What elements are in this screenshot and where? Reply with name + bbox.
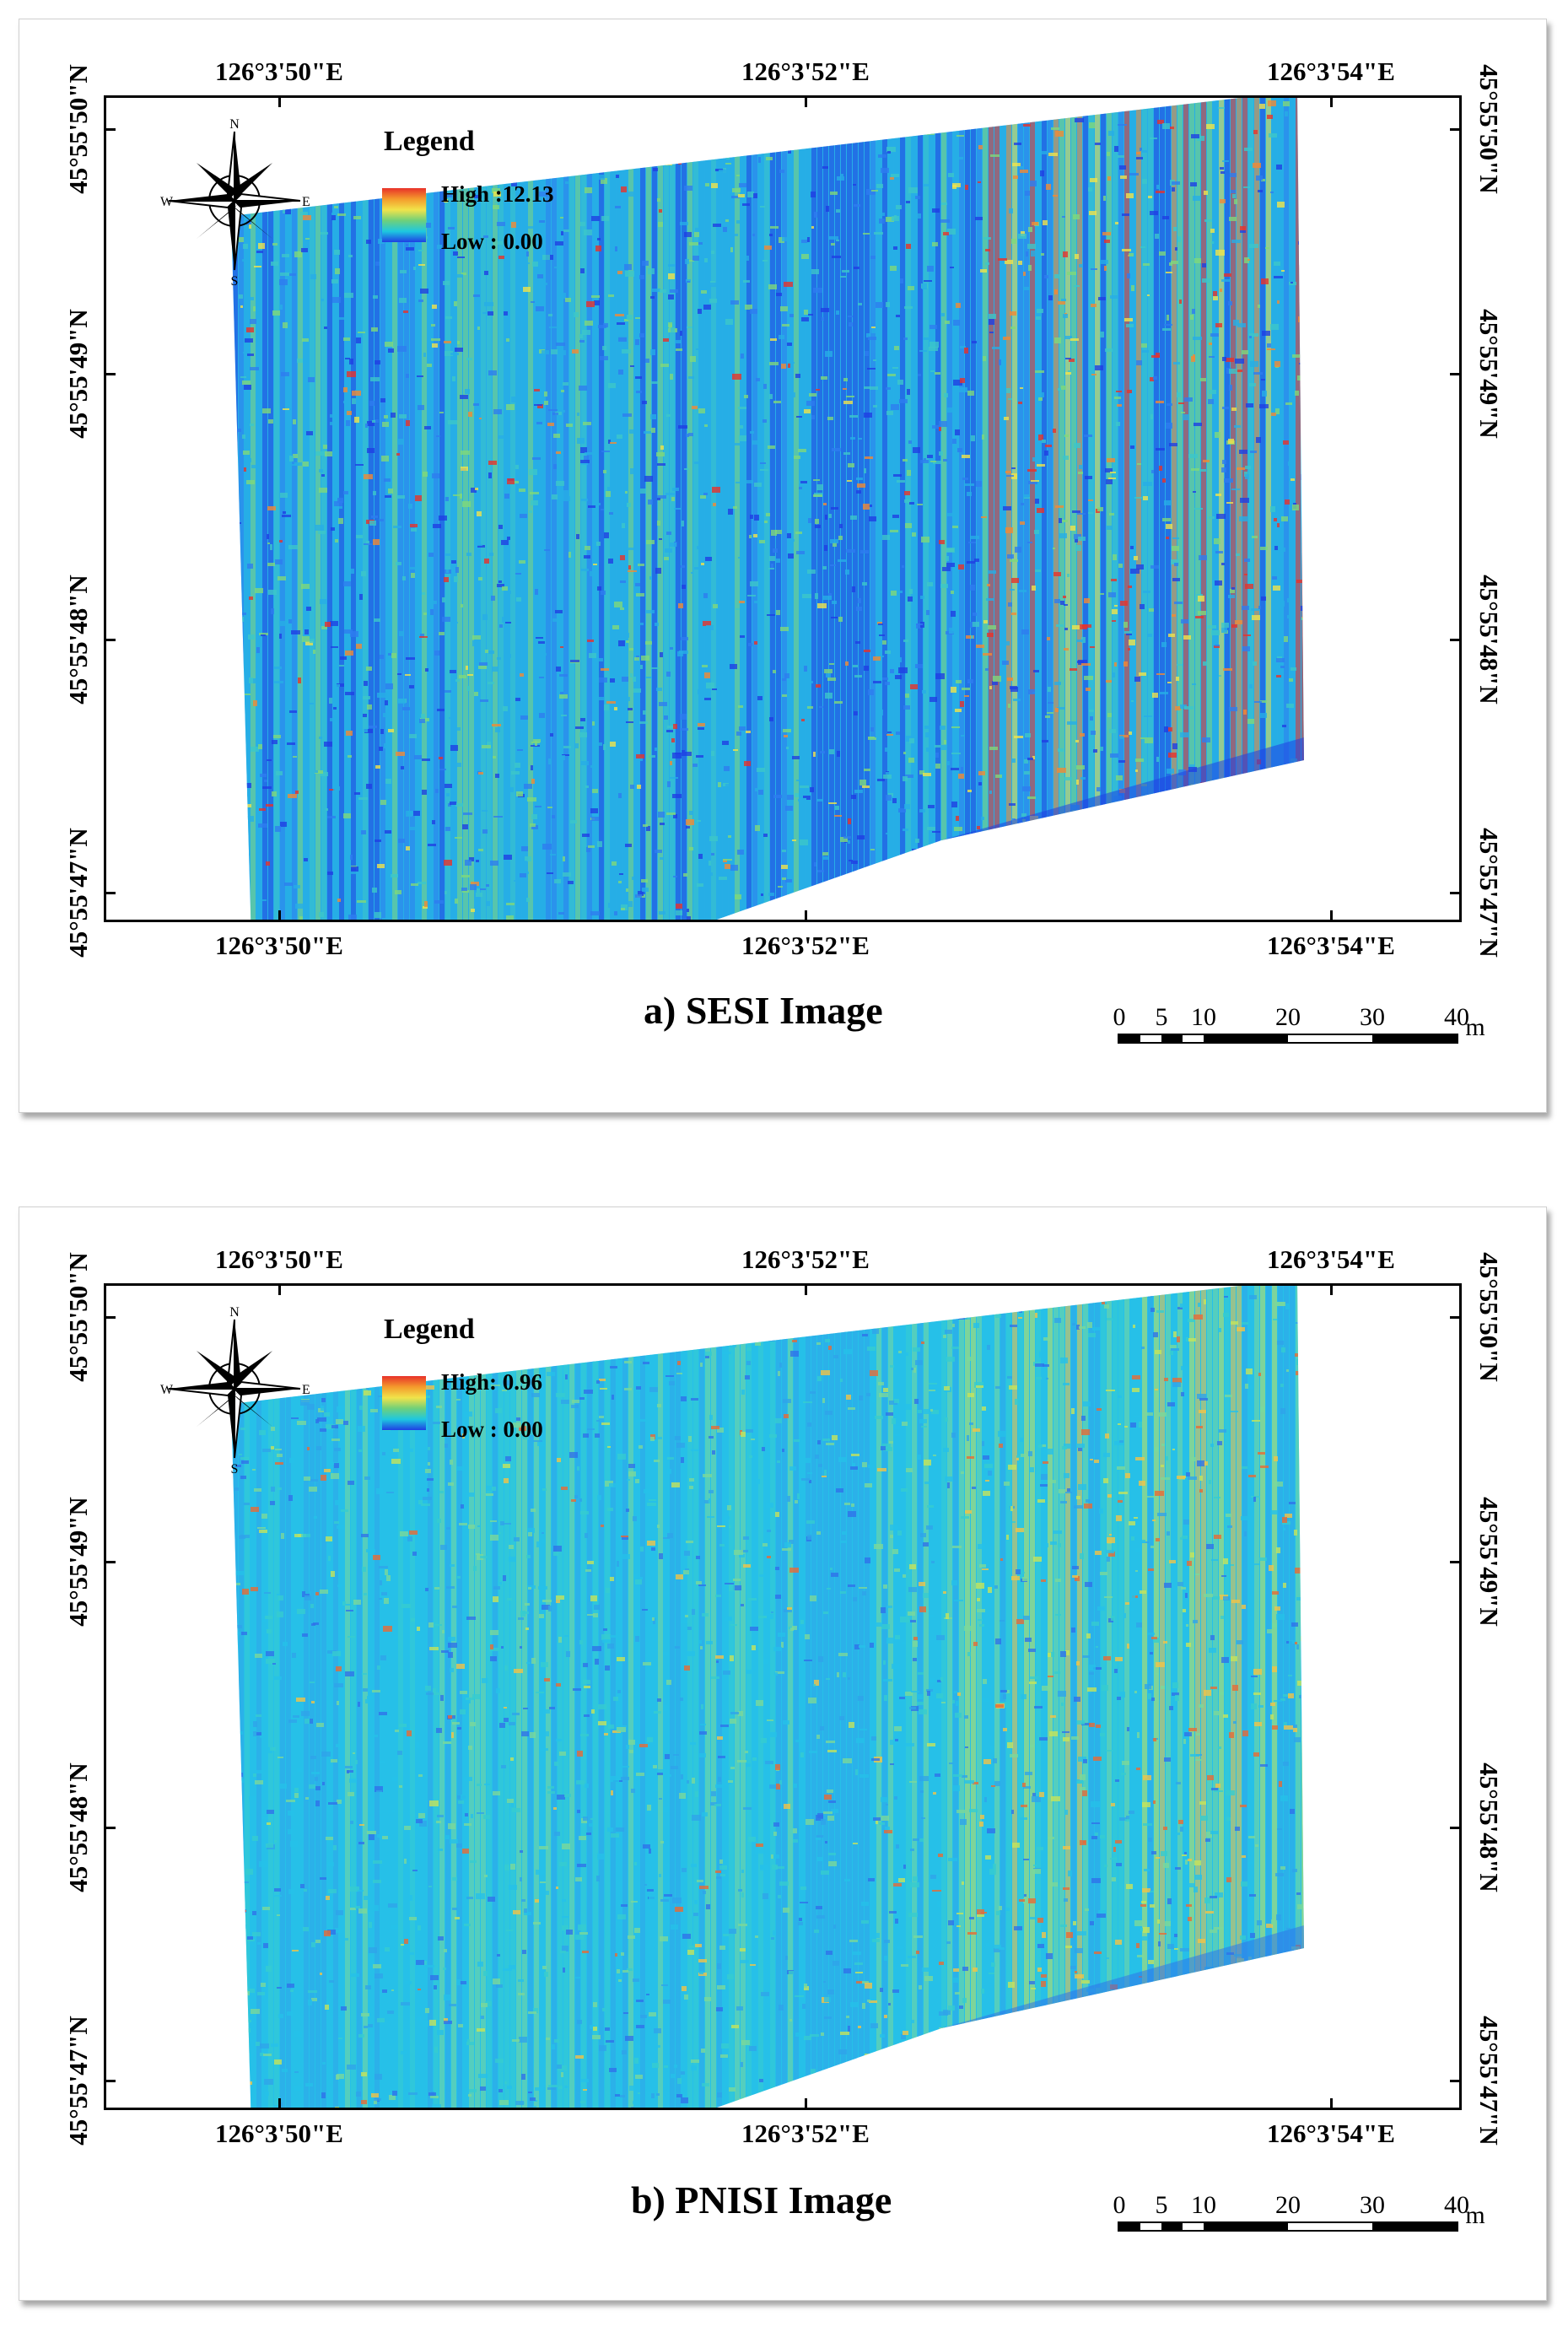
map-panel-sesi: 126°3'50"E 126°3'52"E 126°3'54"E 126°3'5…: [19, 19, 1547, 1113]
scale-unit: m: [1465, 1013, 1485, 1041]
compass-s: S: [231, 1462, 239, 1473]
lat-right-label-1: 45°55'50"N: [1474, 64, 1504, 194]
scale-bar: 0 5 10 20 30 40 m: [1102, 2191, 1485, 2232]
scale-unit: m: [1465, 2201, 1485, 2229]
legend-title: Legend: [384, 126, 475, 157]
lat-left-label-1: 45°55'50"N: [63, 64, 93, 194]
scale-bar: 0 5 10 20 30 40 m: [1102, 1003, 1485, 1044]
lat-right-label-3: 45°55'48"N: [1474, 575, 1504, 704]
legend-color-ramp: [382, 1376, 426, 1430]
lat-right-label-2: 45°55'49"N: [1474, 309, 1504, 439]
compass-s: S: [231, 274, 239, 285]
compass-n: N: [229, 1305, 240, 1320]
lon-top-label-1: 126°3'50"E: [215, 57, 343, 86]
lat-right-label-2: 45°55'49"N: [1474, 1497, 1504, 1627]
lat-right-label-4: 45°55'47"N: [1474, 2016, 1504, 2146]
lat-right-label-3: 45°55'48"N: [1474, 1762, 1504, 1892]
lon-top-label-3: 126°3'54"E: [1267, 1244, 1395, 1274]
lat-left-label-4: 45°55'47"N: [63, 828, 93, 958]
map-panel-pnisi: 126°3'50"E 126°3'52"E 126°3'54"E 126°3'5…: [19, 1206, 1547, 2301]
lon-bottom-label-1: 126°3'50"E: [215, 931, 343, 960]
legend-high: High :12.13: [441, 181, 554, 207]
lon-top-label-3: 126°3'54"E: [1267, 57, 1395, 86]
lat-left-label-1: 45°55'50"N: [63, 1252, 93, 1382]
lon-bottom-label-2: 126°3'52"E: [741, 931, 870, 960]
lat-right-label-4: 45°55'47"N: [1474, 828, 1504, 958]
lat-right-label-1: 45°55'50"N: [1474, 1252, 1504, 1382]
compass-w: W: [160, 195, 174, 209]
north-arrow-icon: N S W E: [160, 1305, 310, 1473]
lon-top-label-2: 126°3'52"E: [741, 1244, 870, 1274]
legend-low: Low : 0.00: [441, 229, 543, 254]
legend-high: High: 0.96: [441, 1369, 543, 1395]
figure-caption: a) SESI Image: [644, 989, 883, 1032]
lon-bottom-label-3: 126°3'54"E: [1267, 931, 1395, 960]
lat-left-label-4: 45°55'47"N: [63, 2016, 93, 2146]
compass-w: W: [160, 1383, 174, 1397]
legend-low: Low : 0.00: [441, 1417, 543, 1442]
compass-n: N: [229, 117, 240, 132]
lon-bottom-label-2: 126°3'52"E: [741, 2119, 870, 2148]
lat-left-label-2: 45°55'49"N: [63, 1497, 93, 1627]
compass-e: E: [302, 1383, 310, 1397]
lat-left-label-3: 45°55'48"N: [63, 575, 93, 704]
lat-left-label-3: 45°55'48"N: [63, 1762, 93, 1892]
compass-e: E: [302, 195, 310, 209]
lon-bottom-label-3: 126°3'54"E: [1267, 2119, 1395, 2148]
lon-top-label-2: 126°3'52"E: [741, 57, 870, 86]
lon-bottom-label-1: 126°3'50"E: [215, 2119, 343, 2148]
figure-caption: b) PNISI Image: [631, 2178, 892, 2221]
legend-color-ramp: [382, 188, 426, 242]
north-arrow-icon: N S W E: [160, 117, 310, 285]
lon-top-label-1: 126°3'50"E: [215, 1244, 343, 1274]
lat-left-label-2: 45°55'49"N: [63, 309, 93, 439]
legend-title: Legend: [384, 1314, 475, 1345]
